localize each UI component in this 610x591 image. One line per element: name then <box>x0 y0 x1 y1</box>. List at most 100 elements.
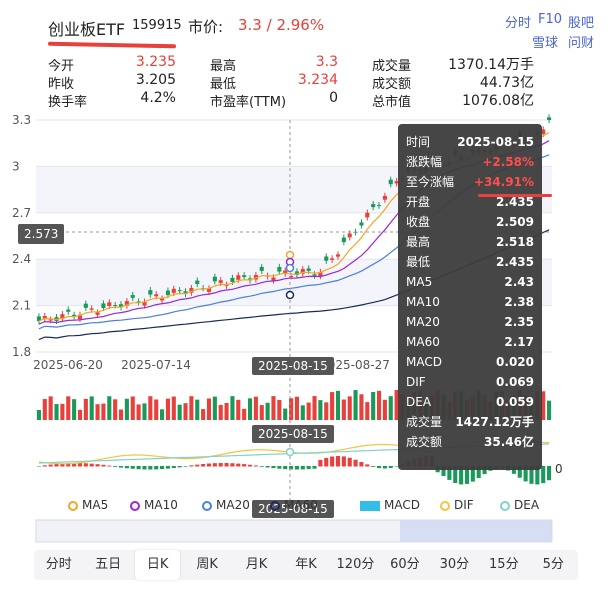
tooltip-value: 2.435 <box>496 255 534 269</box>
crosshair-point <box>285 447 295 457</box>
crosshair-point <box>285 250 295 260</box>
macd-bar <box>347 457 352 467</box>
candle-body <box>324 256 329 261</box>
stat-high-label: 最高 <box>210 59 237 74</box>
link-intraday[interactable]: 分时 <box>505 16 532 31</box>
legend-item-ma20[interactable]: MA20 <box>202 498 250 512</box>
stat-amount-value: 44.73亿 <box>479 75 534 91</box>
macd-bar <box>335 456 341 467</box>
legend-item-dif[interactable]: DIF <box>440 498 474 512</box>
candle-body <box>66 309 71 312</box>
volume-bar <box>113 399 118 420</box>
macd-bar <box>154 466 159 470</box>
tooltip-value: +34.91% <box>473 175 534 189</box>
tooltip-value: 2.35 <box>504 315 534 329</box>
volume-bar <box>130 396 135 420</box>
tab-4[interactable]: 月K <box>245 557 268 572</box>
crosshair-price-badge: 2.573 <box>18 224 65 244</box>
stat-volume-label: 成交量 <box>372 59 412 74</box>
volume-bar <box>160 409 165 420</box>
tooltip-label: 开盘 <box>406 195 431 209</box>
tooltip-value: 2.518 <box>496 235 534 249</box>
link-wencai[interactable]: 问财 <box>568 36 595 51</box>
tooltip-row: 涨跌幅 +2.58% <box>406 152 534 172</box>
stat-mktcap-value: 1076.08亿 <box>462 93 534 109</box>
candle-body <box>154 294 159 297</box>
macd-bar <box>95 464 100 467</box>
macd-bar <box>54 463 59 467</box>
macd-bar <box>535 466 540 485</box>
volume-bar <box>136 404 141 420</box>
tab-2[interactable]: 日K <box>134 550 181 580</box>
volume-bar <box>376 390 382 420</box>
macd-bar <box>382 466 387 469</box>
candle-body <box>60 314 65 319</box>
link-xueqiu[interactable]: 雪球 <box>532 36 559 51</box>
macd-bar <box>523 466 528 482</box>
tab-5[interactable]: 年K <box>295 557 317 572</box>
tab-1[interactable]: 五日 <box>95 557 122 572</box>
tab-9[interactable]: 15分 <box>489 557 519 572</box>
tab-6[interactable]: 120分 <box>336 557 375 572</box>
volume-bar <box>289 398 294 420</box>
macd-bar <box>189 465 194 467</box>
tooltip-label: 至今涨幅 <box>406 175 455 189</box>
tab-3[interactable]: 周K <box>196 557 218 572</box>
link-guba[interactable]: 股吧 <box>568 16 595 31</box>
volume-bar <box>189 396 194 420</box>
tooltip-value: 2025-08-15 <box>457 135 534 149</box>
macd-bar <box>160 466 165 470</box>
tooltip-highlight-mark <box>478 194 552 197</box>
link-f10[interactable]: F10 <box>538 12 563 27</box>
candle-body <box>335 254 341 257</box>
macd-bar <box>517 466 522 478</box>
volume-bar <box>154 399 159 420</box>
candle-body <box>277 266 282 272</box>
tooltip-row: 至今涨幅 +34.91% <box>406 172 534 192</box>
legend-item-ma60[interactable]: MA60 <box>270 498 318 512</box>
tooltip-value: 0.020 <box>496 355 534 369</box>
tooltip-row: 成交额 35.46亿 <box>406 432 534 452</box>
legend-item-dea[interactable]: DEA <box>500 498 539 512</box>
legend-item-macd[interactable]: MACD <box>360 498 420 512</box>
volume-bar <box>382 399 387 420</box>
candle-body <box>283 270 288 274</box>
volume-bar <box>224 402 229 420</box>
tooltip-label: 时间 <box>406 135 431 149</box>
macd-bar <box>459 466 464 485</box>
volume-bar <box>171 396 176 420</box>
macd-bar <box>113 466 118 467</box>
tab-0[interactable]: 分时 <box>45 557 72 572</box>
candle-body <box>177 290 182 292</box>
macd-bar <box>265 466 270 468</box>
tooltip-value: 35.46亿 <box>484 435 534 449</box>
macd-bar <box>118 466 124 468</box>
legend-item-ma5[interactable]: MA5 <box>68 498 108 512</box>
legend-swatch-icon <box>440 500 450 511</box>
x-tick-label: 2025-07-14 <box>121 358 191 372</box>
macd-bar <box>136 466 141 470</box>
macd-bar <box>312 466 317 469</box>
macd-bar <box>306 466 311 470</box>
macd-bar <box>142 466 147 470</box>
legend-item-ma10[interactable]: MA10 <box>130 498 178 512</box>
tooltip-label: DIF <box>406 375 426 389</box>
tab-8[interactable]: 30分 <box>439 557 470 572</box>
volume-bar <box>271 396 276 420</box>
tab-10[interactable]: 5分 <box>542 557 564 572</box>
volume-bar <box>300 405 305 420</box>
macd-bar <box>464 466 470 484</box>
tab-7[interactable]: 60分 <box>390 557 420 572</box>
macd-bar <box>318 459 323 467</box>
volume-bar <box>183 403 188 420</box>
candle-body <box>42 315 47 320</box>
volume-bar <box>242 408 247 420</box>
volume-bar <box>54 404 59 420</box>
tooltip-value: 0.069 <box>496 375 534 389</box>
tooltip-value: 2.17 <box>504 335 534 349</box>
candle-body <box>236 275 241 280</box>
macd-bar <box>289 466 294 470</box>
candle-body <box>289 276 294 278</box>
tooltip-value: +2.58% <box>482 155 534 169</box>
kline-tooltip: 时间 2025-08-15 涨跌幅 +2.58% 至今涨幅 +34.91% 开盘 2.435 收… <box>398 124 542 470</box>
